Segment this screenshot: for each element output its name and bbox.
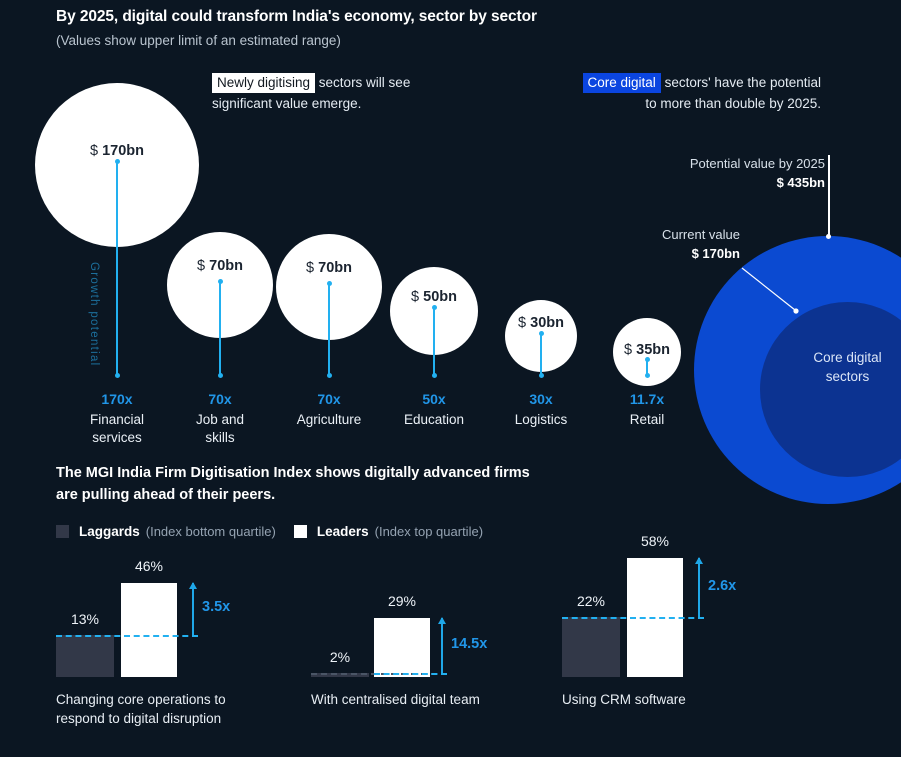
legend-swatch-laggards <box>56 525 69 538</box>
bar-leaders-1 <box>374 618 430 677</box>
bubble-value-label-5: $ 35bn <box>624 342 670 358</box>
ratio-label-1: 14.5x <box>451 635 488 652</box>
ratio-arrow-2 <box>695 557 703 617</box>
bubble-value-label-2: $ 70bn <box>306 260 352 276</box>
annotation-current-value: Current value $ 170bn <box>560 225 740 263</box>
callout-right-line1: sectors' have the potential <box>660 75 821 90</box>
bubble-stem-0 <box>114 159 120 378</box>
bar-laggards-1 <box>311 673 369 677</box>
bubble-stem-1 <box>217 279 223 378</box>
page-title: By 2025, digital could transform India's… <box>56 8 537 25</box>
sector-name-4: Logistics <box>514 412 568 427</box>
sector-label-1: 70x Job and skills <box>155 391 285 447</box>
bubble-stem-4 <box>538 331 544 378</box>
sector-label-5: 11.7x Retail <box>582 391 712 429</box>
legend: Laggards (Index bottom quartile) Leaders… <box>56 524 501 539</box>
sector-label-3: 50x Education <box>369 391 499 429</box>
bar-group-1: 2% 29% 14.5x <box>311 593 488 677</box>
annotation-current-label: Current value <box>661 227 740 242</box>
section-2-title: The MGI India Firm Digitisation Index sh… <box>56 465 530 503</box>
bubble-value-label-1: $ 70bn <box>197 258 243 274</box>
callout-newly-digitising: Newly digitising sectors will see signif… <box>212 72 410 114</box>
sector-name-5: Retail <box>629 412 665 427</box>
sector-name-0: Financial services <box>89 412 145 445</box>
sector-label-4: 30x Logistics <box>476 391 606 429</box>
bubble-stem-3 <box>431 305 437 378</box>
bar-group-label-0: Changing core operations to respond to di… <box>56 692 226 726</box>
legend-label-leaders: Leaders <box>316 524 369 539</box>
legend-label-laggards: Laggards <box>79 524 140 539</box>
bubble-stem-5 <box>644 357 650 378</box>
sector-label-0: 170x Financial services <box>52 391 182 447</box>
bubble-value-label-4: $ 30bn <box>518 315 564 331</box>
bar-group-label-1: With centralised digital team <box>311 692 480 707</box>
bar-group-0: 13% 46% 3.5x <box>56 558 231 677</box>
bar-label-laggards-2: 22% <box>576 593 606 609</box>
callout-core-digital: Core digital sectors' have the potential… <box>546 72 821 114</box>
annotation-current-value: $ 170bn <box>691 246 740 261</box>
baseline-dash-2 <box>562 617 704 619</box>
sector-multiplier-3: 50x <box>422 391 446 407</box>
callout-right-line2: to more than double by 2025. <box>645 96 821 111</box>
sector-multiplier-4: 30x <box>529 391 553 407</box>
bar-leaders-0 <box>121 583 177 677</box>
bar-laggards-0 <box>56 635 114 677</box>
bar-label-leaders-1: 29% <box>387 593 417 609</box>
ratio-arrow-0 <box>189 582 197 635</box>
baseline-dash-0 <box>56 635 198 637</box>
bar-group-label-2: Using CRM software <box>562 692 686 707</box>
page-subtitle: (Values show upper limit of an estimated… <box>56 33 341 48</box>
ratio-arrow-1 <box>438 617 446 673</box>
tag-newly-digitising: Newly digitising <box>212 73 316 93</box>
core-digital-inner-circle <box>760 302 901 477</box>
bubble-value-label-0: $ 170bn <box>89 143 144 159</box>
baseline-dash-accent-1 <box>374 673 447 675</box>
sector-label-2: 70x Agriculture <box>264 391 394 429</box>
bubble-value-label-3: $ 50bn <box>411 289 457 305</box>
tag-core-digital: Core digital <box>582 73 661 93</box>
annotation-potential-value: Potential value by 2025 $ 435bn <box>600 154 825 192</box>
callout-left-line1: sectors will see <box>315 75 411 90</box>
sector-multiplier-1: 70x <box>208 391 232 407</box>
ratio-label-2: 2.6x <box>708 577 737 594</box>
legend-swatch-leaders <box>293 525 307 538</box>
annotation-potential-label: Potential value by 2025 <box>689 156 825 171</box>
sector-multiplier-2: 70x <box>317 391 341 407</box>
sector-name-2: Agriculture <box>296 412 362 427</box>
annotation-potential-value: $ 435bn <box>776 175 825 190</box>
core-digital-circle-label: Core digital sectors <box>813 350 882 384</box>
bar-label-laggards-1: 2% <box>329 649 351 665</box>
sector-multiplier-5: 11.7x <box>629 391 665 407</box>
bubble-stem-2 <box>326 281 332 378</box>
sector-name-1: Job and skills <box>195 412 245 445</box>
ratio-label-0: 3.5x <box>202 599 231 615</box>
potential-value-leader-line <box>826 155 831 239</box>
bar-label-laggards-0: 13% <box>70 611 100 627</box>
sector-name-3: Education <box>403 412 465 427</box>
bar-label-leaders-2: 58% <box>640 533 670 549</box>
legend-sub-laggards: (Index bottom quartile) <box>145 524 276 539</box>
callout-left-line2: significant value emerge. <box>212 96 362 111</box>
legend-sub-leaders: (Index top quartile) <box>374 524 484 539</box>
sector-multiplier-0: 170x <box>101 391 133 407</box>
bar-laggards-2 <box>562 617 620 677</box>
bar-group-2: 22% 58% 2.6x <box>562 533 737 677</box>
bar-label-leaders-0: 46% <box>134 558 164 574</box>
